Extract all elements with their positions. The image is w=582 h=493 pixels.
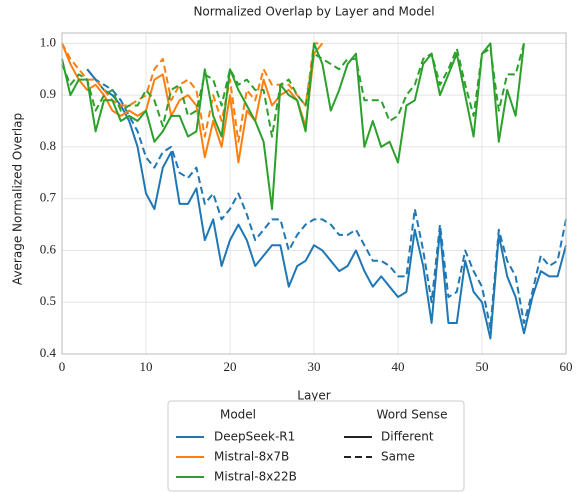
legend-box xyxy=(167,400,465,492)
x-tick-label: 50 xyxy=(476,359,489,374)
y-tick-label: 1.0 xyxy=(40,34,56,49)
x-tick-label: 10 xyxy=(140,359,153,374)
y-tick-label: 0.8 xyxy=(40,138,56,153)
x-axis-label: Layer xyxy=(297,389,331,403)
x-tick-label: 0 xyxy=(59,359,66,374)
y-tick-label: 0.5 xyxy=(40,293,56,308)
legend-label: Mistral-8x7B xyxy=(214,450,289,464)
x-tick-label: 60 xyxy=(560,359,573,374)
series-line xyxy=(86,68,567,330)
series-line xyxy=(86,68,567,340)
legend-label: DeepSeek-R1 xyxy=(214,430,295,444)
x-tick-label: 20 xyxy=(224,359,237,374)
x-tick-label: 40 xyxy=(392,359,405,374)
legend-label: Same xyxy=(381,450,415,464)
series-line xyxy=(61,42,324,164)
y-tick-label: 0.6 xyxy=(40,241,57,256)
legend: DeepSeek-R1 Mistral-8x7B Mistral-8x22B Diff… xyxy=(176,430,434,484)
y-tick-label: 0.4 xyxy=(40,345,57,360)
series-line xyxy=(61,43,525,138)
y-axis-label: Average Normalized Overlap xyxy=(11,113,25,285)
x-tick-label: 30 xyxy=(308,359,321,374)
chart-title: Normalized Overlap by Layer and Model xyxy=(193,5,434,19)
legend-label: Different xyxy=(381,430,434,444)
plot xyxy=(61,42,567,340)
y-tick-label: 0.7 xyxy=(40,190,57,205)
series-line xyxy=(61,42,525,211)
legend-label: Mistral-8x22B xyxy=(214,470,297,484)
plot-frame xyxy=(61,32,567,355)
legend-title: Model xyxy=(220,408,256,422)
series-line xyxy=(61,42,323,143)
legend-title: Word Sense xyxy=(377,408,448,422)
y-tick-label: 0.9 xyxy=(40,86,56,101)
